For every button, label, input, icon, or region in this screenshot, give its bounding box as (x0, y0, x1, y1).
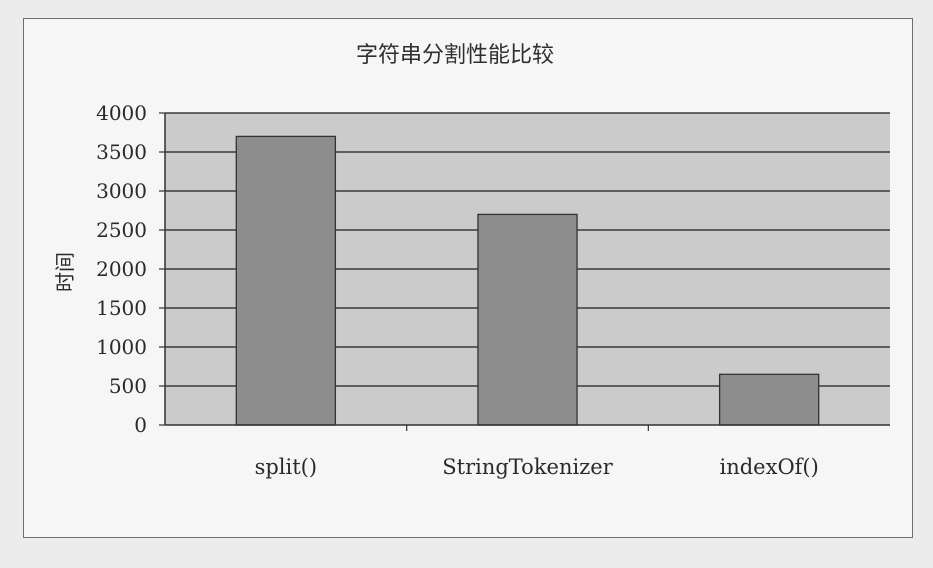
y-tick-label: 2500 (96, 218, 147, 242)
y-tick-label: 3000 (96, 179, 147, 203)
y-tick-label: 1000 (96, 335, 147, 359)
y-tick-label: 4000 (96, 101, 147, 125)
bar-0 (235, 135, 337, 426)
bar-2 (718, 373, 820, 426)
y-tick-label: 0 (134, 413, 147, 437)
y-tick-label: 500 (109, 374, 147, 398)
y-axis-label: 时间 (53, 252, 77, 292)
x-category-labels: split() StringTokenizer indexOf() (255, 425, 819, 479)
bars (235, 135, 820, 426)
x-category-label: split() (255, 455, 317, 479)
y-tick-label: 3500 (96, 140, 147, 164)
y-tick-label: 2000 (96, 257, 147, 281)
bar-1 (477, 213, 578, 426)
x-category-label: indexOf() (719, 455, 818, 479)
y-tick-label: 1500 (96, 296, 147, 320)
x-category-label: StringTokenizer (442, 455, 613, 479)
y-tick-labels: 0 500 1000 1500 2000 2500 3000 3500 4000 (96, 101, 165, 437)
chart-title: 字符串分割性能比较 (356, 43, 554, 68)
